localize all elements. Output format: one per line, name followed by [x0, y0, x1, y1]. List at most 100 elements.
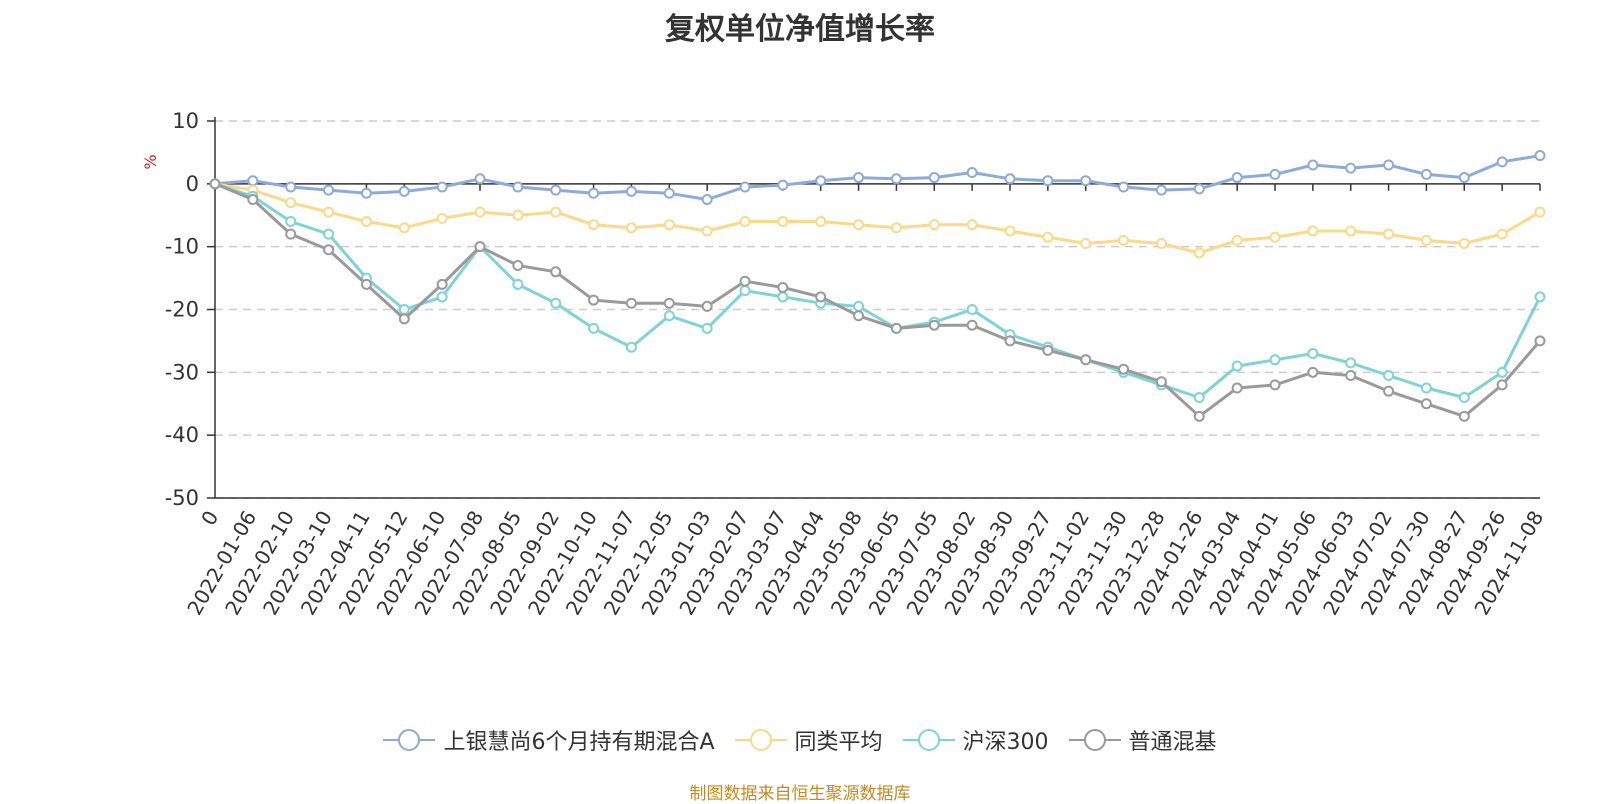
data-point[interactable]	[1420, 398, 1432, 410]
data-point[interactable]	[663, 219, 675, 231]
data-point[interactable]	[739, 216, 751, 228]
data-point[interactable]	[853, 219, 865, 231]
data-point[interactable]	[323, 244, 335, 256]
data-point[interactable]	[1534, 206, 1546, 218]
data-point[interactable]	[928, 319, 940, 331]
data-point[interactable]	[701, 225, 713, 237]
data-point[interactable]	[625, 341, 637, 353]
data-point[interactable]	[1458, 238, 1470, 250]
data-point[interactable]	[474, 241, 486, 253]
data-point[interactable]	[360, 187, 372, 199]
data-point[interactable]	[588, 294, 600, 306]
data-point[interactable]	[474, 206, 486, 218]
data-point[interactable]	[1004, 335, 1016, 347]
data-point[interactable]	[1269, 168, 1281, 180]
data-point[interactable]	[436, 291, 448, 303]
data-point[interactable]	[1534, 150, 1546, 162]
data-point[interactable]	[1004, 225, 1016, 237]
data-point[interactable]	[1345, 162, 1357, 174]
data-point[interactable]	[1155, 376, 1167, 388]
data-point[interactable]	[1307, 366, 1319, 378]
data-point[interactable]	[1383, 159, 1395, 171]
data-point[interactable]	[928, 172, 940, 184]
data-point[interactable]	[1307, 225, 1319, 237]
data-point[interactable]	[1269, 231, 1281, 243]
data-point[interactable]	[1155, 238, 1167, 250]
data-point[interactable]	[1193, 410, 1205, 422]
data-point[interactable]	[512, 181, 524, 193]
data-point[interactable]	[247, 175, 259, 187]
data-point[interactable]	[815, 216, 827, 228]
data-point[interactable]	[777, 282, 789, 294]
data-point[interactable]	[512, 278, 524, 290]
data-point[interactable]	[739, 285, 751, 297]
data-point[interactable]	[1458, 391, 1470, 403]
data-point[interactable]	[398, 222, 410, 234]
data-point[interactable]	[285, 181, 297, 193]
data-point[interactable]	[701, 322, 713, 334]
data-point[interactable]	[739, 275, 751, 287]
data-point[interactable]	[512, 260, 524, 272]
data-point[interactable]	[1269, 354, 1281, 366]
data-point[interactable]	[550, 297, 562, 309]
legend-item[interactable]: 普通混基	[1068, 724, 1217, 756]
data-point[interactable]	[1420, 234, 1432, 246]
data-point[interactable]	[1193, 183, 1205, 195]
data-point[interactable]	[550, 266, 562, 278]
data-point[interactable]	[1080, 354, 1092, 366]
data-point[interactable]	[1458, 172, 1470, 184]
data-point[interactable]	[966, 219, 978, 231]
data-point[interactable]	[1345, 357, 1357, 369]
data-point[interactable]	[1042, 231, 1054, 243]
data-point[interactable]	[663, 297, 675, 309]
data-point[interactable]	[1004, 173, 1016, 185]
data-point[interactable]	[701, 194, 713, 206]
data-point[interactable]	[588, 219, 600, 231]
legend-item[interactable]: 同类平均	[734, 724, 883, 756]
data-point[interactable]	[1307, 159, 1319, 171]
data-point[interactable]	[890, 322, 902, 334]
data-point[interactable]	[323, 184, 335, 196]
data-point[interactable]	[398, 304, 410, 315]
data-point[interactable]	[853, 310, 865, 322]
data-point[interactable]	[1269, 379, 1281, 391]
data-point[interactable]	[777, 179, 789, 191]
data-point[interactable]	[1080, 238, 1092, 250]
data-point[interactable]	[360, 278, 372, 290]
data-point[interactable]	[739, 181, 751, 193]
data-point[interactable]	[209, 178, 221, 190]
data-point[interactable]	[1231, 382, 1243, 394]
data-point[interactable]	[1345, 369, 1357, 381]
data-point[interactable]	[1383, 228, 1395, 240]
data-point[interactable]	[285, 228, 297, 240]
data-point[interactable]	[1496, 156, 1508, 168]
data-point[interactable]	[777, 291, 789, 303]
data-point[interactable]	[512, 209, 524, 221]
data-point[interactable]	[1042, 175, 1054, 187]
data-point[interactable]	[436, 212, 448, 224]
data-point[interactable]	[1193, 247, 1205, 259]
data-point[interactable]	[360, 216, 372, 228]
data-point[interactable]	[285, 216, 297, 228]
data-point[interactable]	[398, 185, 410, 197]
data-point[interactable]	[1420, 168, 1432, 180]
data-point[interactable]	[1496, 366, 1508, 378]
data-point[interactable]	[436, 278, 448, 290]
data-point[interactable]	[1345, 225, 1357, 237]
data-point[interactable]	[853, 172, 865, 184]
data-point[interactable]	[1496, 379, 1508, 391]
data-point[interactable]	[663, 310, 675, 322]
data-point[interactable]	[588, 187, 600, 199]
data-point[interactable]	[398, 313, 410, 325]
data-point[interactable]	[1118, 363, 1130, 375]
data-point[interactable]	[1193, 391, 1205, 403]
data-point[interactable]	[966, 304, 978, 315]
data-point[interactable]	[1231, 234, 1243, 246]
data-point[interactable]	[588, 322, 600, 334]
data-point[interactable]	[966, 167, 978, 179]
data-point[interactable]	[663, 187, 675, 199]
data-point[interactable]	[625, 297, 637, 309]
data-point[interactable]	[323, 206, 335, 218]
data-point[interactable]	[474, 173, 486, 185]
data-point[interactable]	[1155, 184, 1167, 196]
